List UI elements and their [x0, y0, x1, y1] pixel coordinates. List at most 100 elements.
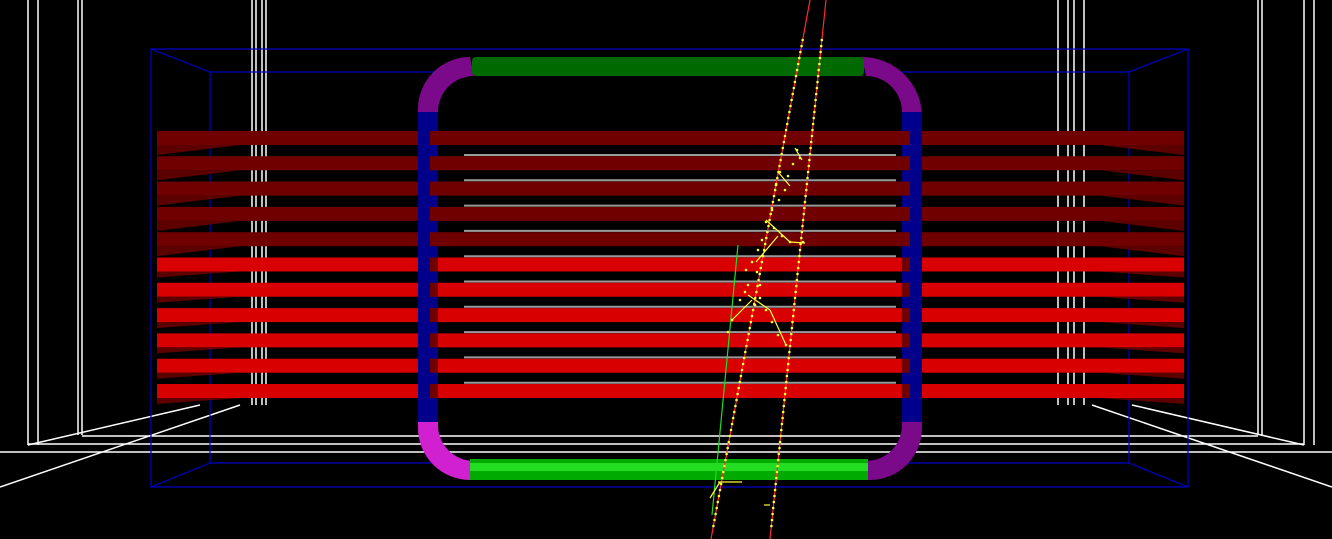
hit — [818, 56, 822, 60]
hit — [766, 230, 769, 234]
hit — [808, 158, 811, 162]
hit — [744, 268, 748, 272]
hit — [717, 494, 721, 498]
hit — [809, 140, 813, 144]
hit — [762, 248, 766, 252]
plate-edge — [157, 372, 240, 379]
coil-plate-overlap — [430, 131, 438, 145]
hit — [771, 506, 775, 510]
coil-plate-overlap — [902, 358, 910, 373]
hit — [779, 158, 782, 162]
plate-edge — [157, 296, 240, 303]
hit — [788, 350, 791, 354]
hit — [718, 488, 722, 492]
plate-edge — [157, 145, 240, 155]
plate-edge — [1100, 195, 1184, 206]
hit-segment — [794, 147, 803, 161]
plate-edge — [1100, 271, 1184, 278]
green-track — [711, 244, 739, 516]
hit — [819, 44, 823, 48]
plate-edge — [1100, 296, 1184, 303]
coil-plate-overlap — [430, 358, 438, 373]
frame-line — [27, 404, 201, 446]
hit — [805, 188, 808, 192]
plate-edge — [1100, 170, 1184, 181]
frame-line — [0, 404, 241, 488]
hit — [798, 254, 801, 258]
hit — [749, 320, 753, 324]
hit — [809, 146, 812, 150]
hit — [770, 524, 773, 528]
hit — [804, 194, 807, 198]
hit — [765, 236, 768, 240]
hit — [818, 62, 821, 66]
hit — [771, 512, 774, 516]
hit — [731, 416, 735, 420]
hit — [770, 206, 774, 210]
hit — [714, 512, 717, 516]
hit — [777, 452, 781, 456]
hit — [726, 330, 730, 334]
hit — [755, 270, 759, 274]
hit — [817, 68, 820, 72]
magnet-coil — [418, 57, 922, 480]
hit — [776, 333, 780, 337]
hit — [784, 386, 787, 390]
plate-edge — [157, 195, 240, 206]
hit — [738, 298, 742, 302]
hit — [811, 128, 814, 132]
background-frame — [0, 0, 1332, 488]
particle-tracks — [709, 0, 827, 539]
hit — [790, 326, 794, 330]
hit — [820, 38, 824, 42]
hit — [740, 368, 744, 372]
hit — [787, 116, 790, 120]
hit — [754, 296, 757, 300]
hit — [781, 410, 785, 414]
hit — [744, 350, 747, 354]
coil-plate-overlap — [430, 232, 438, 247]
plate-edge — [157, 271, 240, 278]
hit — [789, 338, 792, 342]
hit — [756, 248, 760, 252]
plate — [157, 308, 1184, 323]
hit — [745, 344, 748, 348]
hit — [811, 122, 815, 126]
coil-plate-overlap — [902, 257, 910, 272]
hit — [797, 260, 801, 264]
frame-line — [1091, 404, 1332, 488]
hit — [783, 398, 786, 402]
hit — [734, 404, 737, 408]
plate-edge — [157, 220, 240, 231]
hit — [815, 86, 819, 90]
hit — [783, 392, 787, 396]
coil-plate-overlap — [430, 384, 438, 398]
hit — [794, 74, 798, 78]
hit — [751, 308, 755, 312]
outline-edge — [150, 462, 211, 488]
hit — [785, 380, 788, 384]
coil-plate-overlap — [430, 181, 438, 196]
hit — [781, 146, 785, 150]
hit-segment — [765, 219, 791, 243]
hit — [794, 290, 797, 294]
plate-edge — [1100, 220, 1184, 231]
hit — [792, 86, 796, 90]
hit — [788, 344, 792, 348]
hit — [770, 518, 774, 522]
hit — [758, 296, 762, 300]
hit — [783, 188, 787, 192]
hit — [780, 152, 783, 156]
coil-plate-overlap — [430, 257, 438, 272]
plate-edge — [157, 347, 240, 354]
hit — [742, 356, 746, 360]
hit — [778, 170, 782, 174]
magnet-coil-sides — [418, 112, 922, 422]
hit — [780, 428, 783, 432]
hit — [772, 194, 776, 198]
hit-segment — [731, 299, 753, 321]
plate-edge — [1100, 347, 1184, 354]
coil-plate-overlap — [902, 384, 910, 398]
outline-outer — [150, 48, 1189, 488]
